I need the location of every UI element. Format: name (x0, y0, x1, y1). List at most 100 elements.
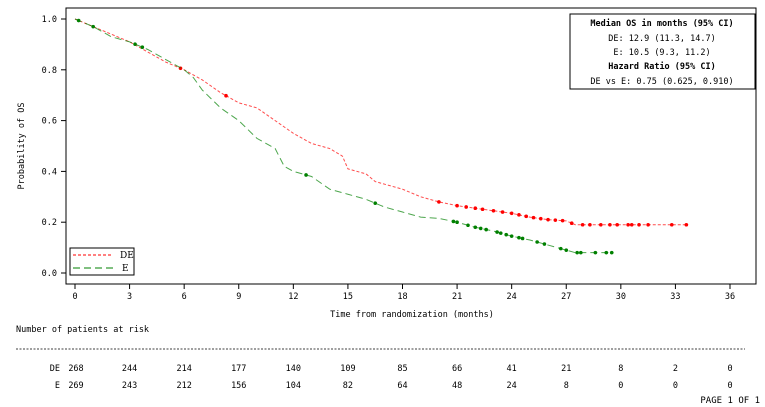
censor-mark-e (495, 230, 499, 234)
censor-mark-e (473, 225, 478, 230)
censor-mark-e (466, 223, 470, 228)
x-tick-label: 30 (616, 292, 626, 302)
censor-mark-e (579, 250, 583, 255)
censor-mark-de (538, 216, 543, 221)
risk-count: 0 (673, 381, 678, 391)
risk-count: 8 (618, 364, 623, 374)
censor-mark-de (473, 206, 478, 211)
censor-mark-de (224, 93, 228, 98)
annotation-line: Hazard Ratio (95% CI) (608, 61, 715, 72)
censor-mark-e (451, 219, 456, 224)
risk-count: 269 (68, 381, 83, 391)
censor-mark-e (542, 242, 547, 246)
x-axis-label: Time from randomization (months) (330, 310, 494, 320)
risk-count: 0 (727, 381, 732, 391)
risk-count: 82 (343, 381, 353, 391)
page-footer: PAGE 1 OF 1 (700, 396, 760, 406)
risk-count: 0 (727, 364, 732, 374)
censor-mark-e (520, 236, 525, 241)
risk-count: 8 (564, 381, 569, 391)
y-tick-label: 0.2 (42, 218, 57, 228)
censor-mark-de (546, 217, 550, 222)
x-tick-label: 33 (670, 292, 680, 302)
x-tick-label: 15 (343, 292, 353, 302)
risk-count: 2 (673, 364, 678, 374)
censor-mark-e (91, 24, 95, 29)
risk-count: 156 (231, 381, 246, 391)
risk-count: 268 (68, 364, 83, 374)
annotation-box: Median OS in months (95% CI) DE: 12.9 (1… (569, 13, 756, 90)
risk-count: 64 (397, 381, 407, 391)
censor-mark-de (646, 222, 650, 227)
x-tick-label: 21 (452, 292, 462, 302)
censor-mark-de (491, 208, 496, 213)
censor-mark-de (560, 218, 565, 223)
censor-mark-de (517, 213, 521, 217)
censor-mark-e (373, 201, 378, 205)
risk-count: 41 (507, 364, 517, 374)
censor-mark-de (553, 218, 558, 222)
y-tick-label: 0.4 (42, 167, 57, 177)
censor-mark-e (564, 248, 569, 252)
risk-count: 212 (176, 381, 191, 391)
risk-count: 104 (286, 381, 301, 391)
x-tick-label: 9 (236, 292, 241, 302)
risk-table-title: Number of patients at risk (16, 325, 149, 335)
risk-count: 140 (286, 364, 301, 374)
censor-mark-e (517, 235, 521, 240)
censor-mark-e (535, 240, 539, 244)
censor-mark-e (575, 250, 579, 255)
annotation-line: E: 10.5 (9.3, 11.2) (613, 48, 710, 58)
y-axis-label: Probability of OS (17, 103, 27, 190)
censor-mark-de (524, 214, 529, 219)
censor-mark-de (615, 222, 619, 227)
censor-mark-e (484, 227, 488, 232)
risk-row-label: DE (50, 364, 60, 374)
risk-count: 21 (561, 364, 571, 374)
y-tick-label: 0.0 (42, 269, 57, 279)
censor-mark-de (608, 222, 612, 227)
censor-mark-de (509, 211, 514, 216)
annotation-line: DE vs E: 0.75 (0.625, 0.910) (590, 77, 733, 87)
x-tick-label: 0 (72, 292, 77, 302)
x-tick-label: 27 (561, 292, 571, 302)
censor-mark-e (504, 232, 509, 237)
censor-mark-de (588, 222, 592, 227)
censor-mark-e (455, 220, 459, 224)
censor-mark-de (455, 203, 459, 208)
censor-mark-de (637, 222, 641, 227)
risk-count: 0 (618, 381, 623, 391)
censor-mark-e (304, 173, 308, 177)
risk-count: 243 (122, 381, 137, 391)
censor-mark-de (480, 207, 485, 212)
km-curve-e (74, 18, 614, 254)
x-tick-label: 6 (182, 292, 187, 302)
censor-mark-de (500, 210, 505, 214)
censor-mark-de (626, 222, 630, 227)
censor-mark-de (684, 222, 689, 227)
censor-mark-e (498, 231, 503, 235)
risk-count: 85 (397, 364, 407, 374)
risk-count: 214 (176, 364, 191, 374)
x-tick-label: 36 (725, 292, 735, 302)
censor-mark-de (599, 222, 603, 227)
censor-mark-de (437, 200, 441, 204)
censor-mark-e (558, 246, 563, 251)
legend-label-e: E (122, 264, 129, 274)
censor-mark-de (569, 221, 574, 226)
risk-count: 109 (340, 364, 355, 374)
censor-mark-e (140, 45, 145, 49)
risk-count: 48 (452, 381, 462, 391)
risk-row-label: E (55, 381, 60, 391)
risk-count: 24 (507, 381, 517, 391)
censor-mark-e (509, 234, 514, 238)
annotation-line: Median OS in months (95% CI) (590, 18, 733, 29)
y-tick-label: 0.6 (42, 117, 57, 127)
censor-mark-de (580, 222, 585, 227)
censor-mark-e (604, 250, 609, 255)
legend-label-de: DE (120, 251, 134, 261)
risk-count: 244 (122, 364, 137, 374)
censor-mark-de (669, 222, 674, 227)
x-tick-label: 18 (397, 292, 407, 302)
